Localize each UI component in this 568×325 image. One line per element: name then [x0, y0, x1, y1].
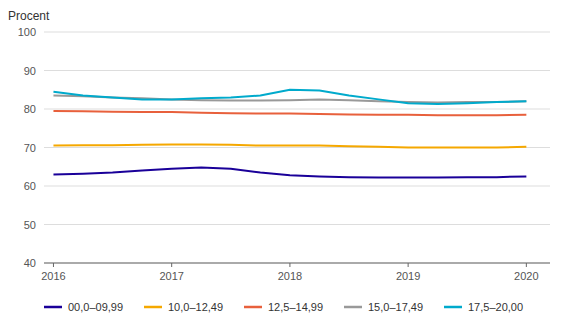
- y-tick-label: 70: [24, 142, 36, 154]
- legend-label: 17,5–20,00: [468, 301, 523, 313]
- legend-swatch: [444, 306, 462, 309]
- legend-swatch: [344, 306, 362, 309]
- legend-label: 12,5–14,99: [268, 301, 323, 313]
- x-tick-label: 2018: [278, 270, 302, 282]
- chart: 40 50 60 70 80 90 100 2016 2017 2018 2019 2020 Proce…: [0, 0, 568, 325]
- grid-line: [44, 32, 550, 33]
- grid-line: [44, 70, 550, 71]
- x-tick-label: 2019: [396, 270, 420, 282]
- lines: [53, 90, 526, 178]
- x-tick-label: 2020: [514, 270, 538, 282]
- series-line: [53, 144, 526, 147]
- series-line: [53, 168, 526, 178]
- y-tick-label: 100: [18, 26, 36, 38]
- legend-label: 00,0–09,99: [68, 301, 123, 313]
- legend-swatch: [144, 306, 162, 309]
- legend-label: 15,0–17,49: [368, 301, 423, 313]
- grid-line: [44, 186, 550, 187]
- grid-line: [44, 263, 550, 264]
- grid-line: [44, 224, 550, 225]
- y-tick-label: 40: [24, 257, 36, 269]
- legend-swatch: [44, 306, 62, 309]
- x-tick: [408, 263, 409, 267]
- x-tick: [289, 263, 290, 267]
- series-line: [53, 111, 526, 115]
- legend-label: 10,0–12,49: [168, 301, 223, 313]
- x-tick: [53, 263, 54, 267]
- x-tick-label: 2016: [41, 270, 65, 282]
- series-line: [53, 90, 526, 104]
- legend: 00,0–09,99 10,0–12,49 12,5–14,99 15,0–17,49…: [44, 301, 523, 313]
- grid-line: [44, 109, 550, 110]
- x-tick: [526, 263, 527, 267]
- y-tick-label: 80: [24, 103, 36, 115]
- y-tick-label: 90: [24, 65, 36, 77]
- y-tick-label: 60: [24, 180, 36, 192]
- x-axis-line: [44, 263, 550, 264]
- x-tick-label: 2017: [159, 270, 183, 282]
- y-tick-label: 50: [24, 219, 36, 231]
- y-grid: [44, 32, 550, 263]
- y-axis-label: Procent: [8, 9, 50, 23]
- legend-swatch: [244, 306, 262, 309]
- x-tick: [171, 263, 172, 267]
